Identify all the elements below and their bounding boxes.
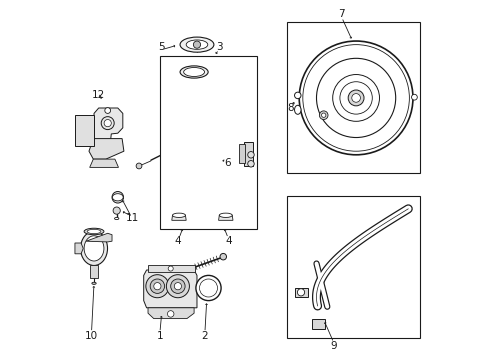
Circle shape bbox=[351, 94, 360, 102]
Polygon shape bbox=[148, 308, 194, 319]
Polygon shape bbox=[94, 108, 122, 145]
Circle shape bbox=[168, 266, 173, 271]
Circle shape bbox=[332, 75, 379, 121]
Polygon shape bbox=[75, 115, 94, 146]
Text: 8: 8 bbox=[286, 103, 293, 113]
Ellipse shape bbox=[84, 228, 104, 235]
Text: 3: 3 bbox=[216, 42, 222, 52]
Polygon shape bbox=[244, 142, 253, 166]
Circle shape bbox=[145, 275, 168, 298]
Polygon shape bbox=[86, 233, 112, 242]
Bar bbox=[286, 196, 419, 338]
Text: 9: 9 bbox=[330, 341, 336, 351]
Circle shape bbox=[174, 283, 181, 290]
Text: 4: 4 bbox=[174, 236, 181, 246]
Circle shape bbox=[319, 111, 327, 120]
Circle shape bbox=[411, 94, 416, 100]
Bar bbox=[286, 22, 419, 173]
Ellipse shape bbox=[180, 37, 213, 52]
Ellipse shape bbox=[294, 92, 301, 99]
Ellipse shape bbox=[81, 231, 107, 266]
Text: 10: 10 bbox=[85, 330, 98, 341]
Polygon shape bbox=[143, 270, 197, 308]
Circle shape bbox=[247, 152, 254, 158]
Circle shape bbox=[193, 41, 200, 48]
Bar bbox=[294, 288, 307, 297]
Text: 1: 1 bbox=[156, 330, 163, 341]
Ellipse shape bbox=[180, 66, 208, 78]
Circle shape bbox=[316, 58, 395, 138]
Text: 2: 2 bbox=[201, 330, 208, 341]
Ellipse shape bbox=[92, 282, 96, 284]
Circle shape bbox=[347, 90, 363, 106]
Ellipse shape bbox=[183, 68, 204, 77]
Circle shape bbox=[167, 311, 174, 317]
Circle shape bbox=[297, 289, 304, 296]
Text: 11: 11 bbox=[126, 213, 139, 223]
Polygon shape bbox=[218, 215, 232, 220]
Circle shape bbox=[247, 161, 254, 167]
Polygon shape bbox=[162, 146, 247, 162]
Circle shape bbox=[199, 279, 217, 297]
Bar bbox=[90, 265, 98, 278]
Circle shape bbox=[196, 275, 221, 301]
Ellipse shape bbox=[219, 213, 232, 217]
Circle shape bbox=[136, 163, 142, 169]
Text: 12: 12 bbox=[91, 90, 104, 100]
Ellipse shape bbox=[114, 217, 119, 220]
Ellipse shape bbox=[172, 213, 185, 217]
Circle shape bbox=[220, 253, 226, 260]
Circle shape bbox=[101, 117, 114, 130]
Circle shape bbox=[104, 108, 110, 113]
Ellipse shape bbox=[186, 40, 207, 49]
Polygon shape bbox=[162, 86, 230, 144]
Circle shape bbox=[150, 279, 164, 293]
Polygon shape bbox=[239, 144, 244, 163]
Text: 4: 4 bbox=[224, 236, 231, 246]
Polygon shape bbox=[75, 243, 83, 254]
Text: 7: 7 bbox=[338, 9, 345, 19]
Circle shape bbox=[170, 279, 185, 293]
Ellipse shape bbox=[84, 236, 104, 261]
Circle shape bbox=[302, 45, 408, 151]
Text: 5: 5 bbox=[158, 42, 164, 52]
Bar bbox=[160, 56, 257, 229]
Circle shape bbox=[113, 207, 120, 214]
Text: 6: 6 bbox=[224, 158, 230, 168]
Bar bbox=[311, 319, 324, 329]
Ellipse shape bbox=[294, 105, 301, 114]
Bar bbox=[148, 265, 194, 272]
Ellipse shape bbox=[87, 229, 101, 234]
Ellipse shape bbox=[112, 194, 123, 201]
Circle shape bbox=[166, 275, 189, 298]
Circle shape bbox=[112, 192, 123, 203]
Circle shape bbox=[339, 82, 371, 114]
Circle shape bbox=[321, 113, 325, 117]
Circle shape bbox=[299, 41, 412, 155]
Circle shape bbox=[153, 283, 161, 290]
Polygon shape bbox=[89, 159, 118, 167]
Circle shape bbox=[104, 120, 111, 127]
Polygon shape bbox=[89, 139, 123, 159]
Polygon shape bbox=[171, 215, 186, 220]
